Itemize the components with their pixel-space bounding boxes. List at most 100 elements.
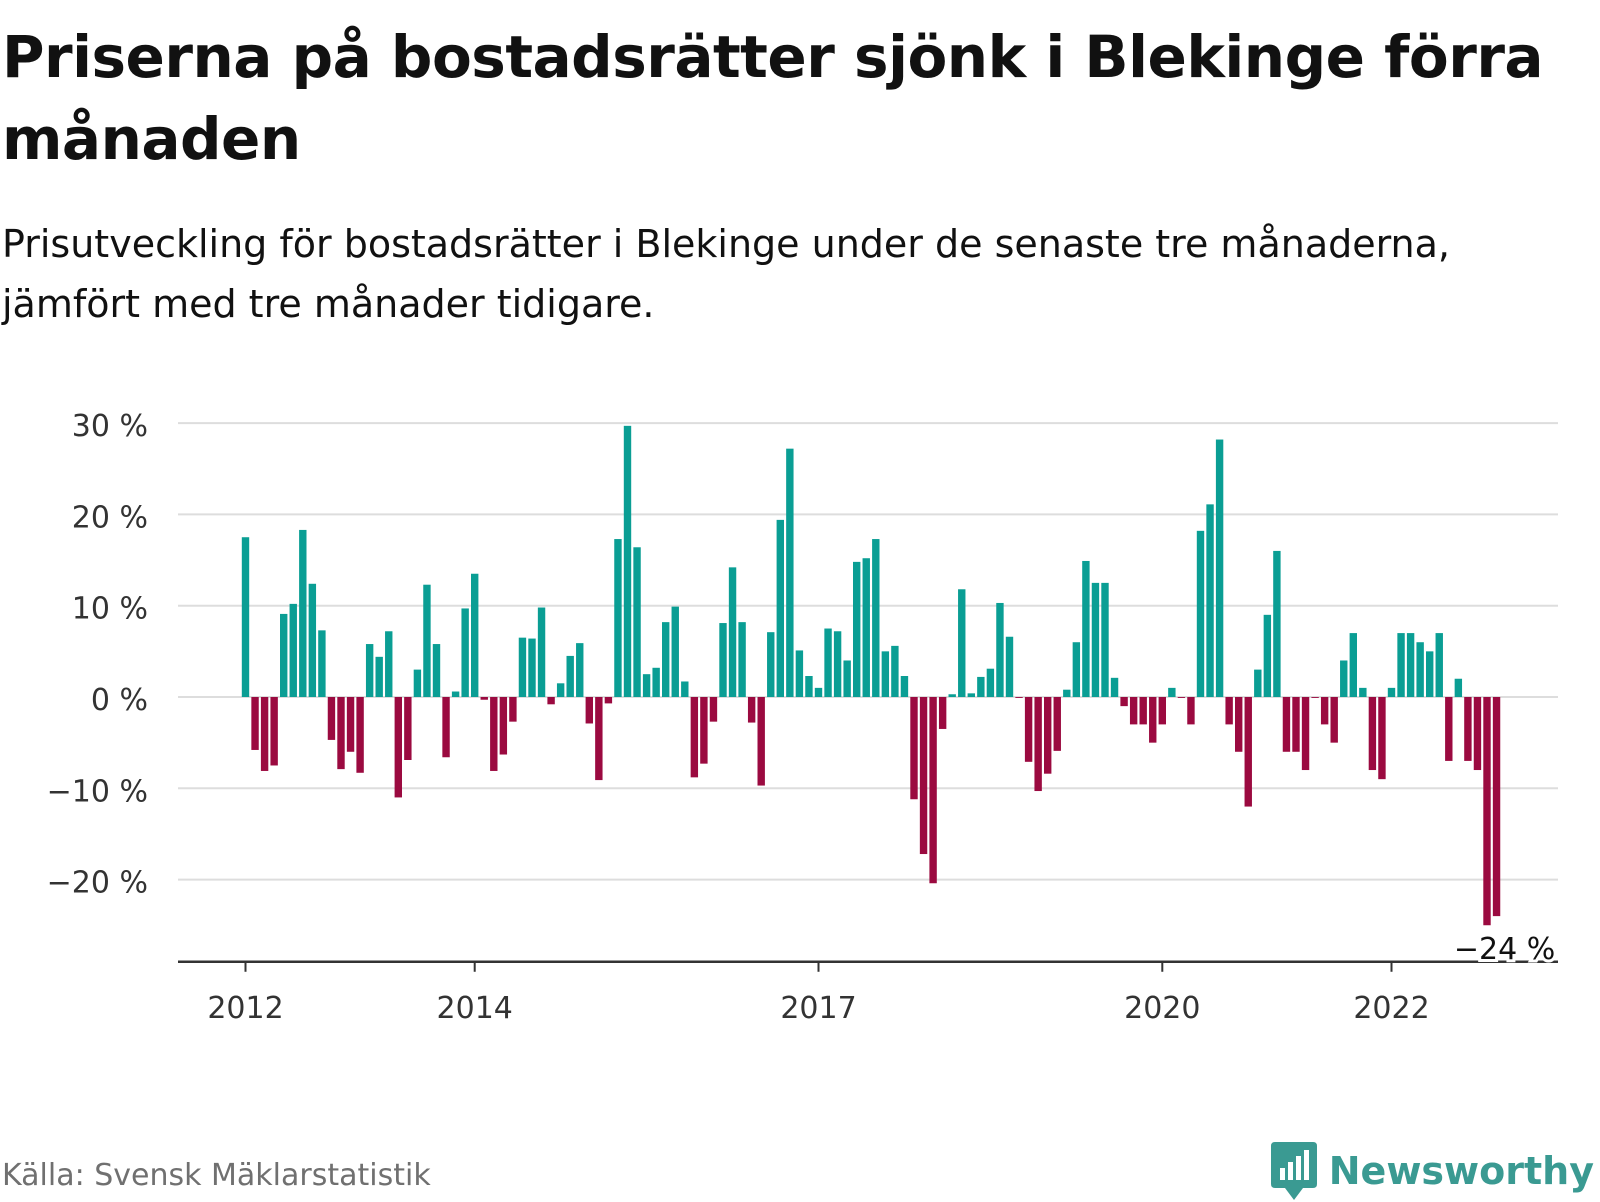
bar [642,674,651,697]
bar [795,650,804,697]
bar [509,697,517,722]
bar [652,667,660,697]
bar [786,448,794,697]
bar [423,584,431,697]
bar [1263,614,1272,697]
bar [518,637,527,697]
bar [1129,697,1138,725]
bar [499,697,508,755]
bar [1406,633,1415,697]
bar [1215,439,1224,697]
bar [1473,697,1482,771]
bar [1282,697,1291,752]
bar [1292,697,1300,752]
bar [1330,697,1338,743]
bar [824,628,832,697]
bar [1301,697,1310,771]
bar [432,644,441,697]
bar [1024,697,1033,762]
bar [537,607,546,697]
bar-series [241,425,1501,926]
bar [881,651,890,697]
chart-axes [178,960,1558,972]
bar [938,697,947,729]
bar [547,697,555,705]
bar [270,697,278,766]
bar [365,644,374,697]
newsworthy-logo-icon [1270,1142,1317,1200]
y-tick-label: 10 % [72,592,148,627]
bar [490,697,498,771]
bar [700,697,708,764]
bar [318,630,326,697]
bar [728,567,737,697]
bar [919,697,928,855]
bar [1091,582,1100,697]
x-tick-label: 2012 [207,991,283,1020]
bar [843,660,851,697]
bar [346,697,355,752]
chart-subtitle: Prisutveckling för bostadsrätter i Bleki… [2,222,1451,326]
bar [566,655,574,697]
bar [747,697,756,723]
bar [480,697,488,700]
bar [891,645,899,697]
bar [1454,678,1463,697]
bar [375,656,383,697]
bar [1005,636,1014,697]
bar [604,697,613,704]
bar [1034,697,1042,792]
bar [986,668,995,697]
bar [394,697,402,798]
bar [595,697,603,781]
bar [1015,697,1023,698]
bar [1349,633,1357,697]
bar [356,697,364,773]
bar [413,669,422,697]
bar [1196,530,1205,697]
bar [1235,697,1243,752]
bar [614,539,622,697]
bar [910,697,918,800]
bar [1187,697,1195,725]
bar [1483,697,1491,926]
chart-title: Priserna på bostadsrätter sjönk i Blekin… [2,23,1544,173]
bar [719,623,727,697]
bar [251,697,259,750]
bar [1177,697,1186,698]
bar [1244,697,1252,807]
bar [623,425,632,697]
bar [1359,687,1367,697]
bar [948,694,956,697]
bar [1426,651,1434,697]
bar [1149,697,1157,743]
source-note: Källa: Svensk Mäklarstatistik [2,1158,431,1193]
bar [1387,687,1396,697]
bar [757,697,765,786]
bar [681,681,689,697]
bar [451,691,460,697]
bar [442,697,450,758]
bar [308,583,317,697]
bar [471,573,479,697]
bar [958,589,966,697]
bar [872,539,880,697]
y-tick-label: 20 % [72,500,148,535]
bar [833,631,842,697]
bar [1445,697,1453,761]
bar [327,697,336,740]
bar [1273,550,1281,697]
y-tick-label: −20 % [47,866,148,901]
last-value-label: −24 % [1454,932,1555,967]
bar [1120,697,1128,707]
bar [709,697,718,722]
x-tick-label: 2014 [437,991,513,1020]
bar [776,519,784,697]
bar [1139,697,1147,725]
bar [1311,697,1319,698]
bar [1158,697,1166,725]
bar [814,687,823,697]
bar [996,602,1004,697]
bar [1378,697,1386,780]
bar [1340,660,1348,697]
